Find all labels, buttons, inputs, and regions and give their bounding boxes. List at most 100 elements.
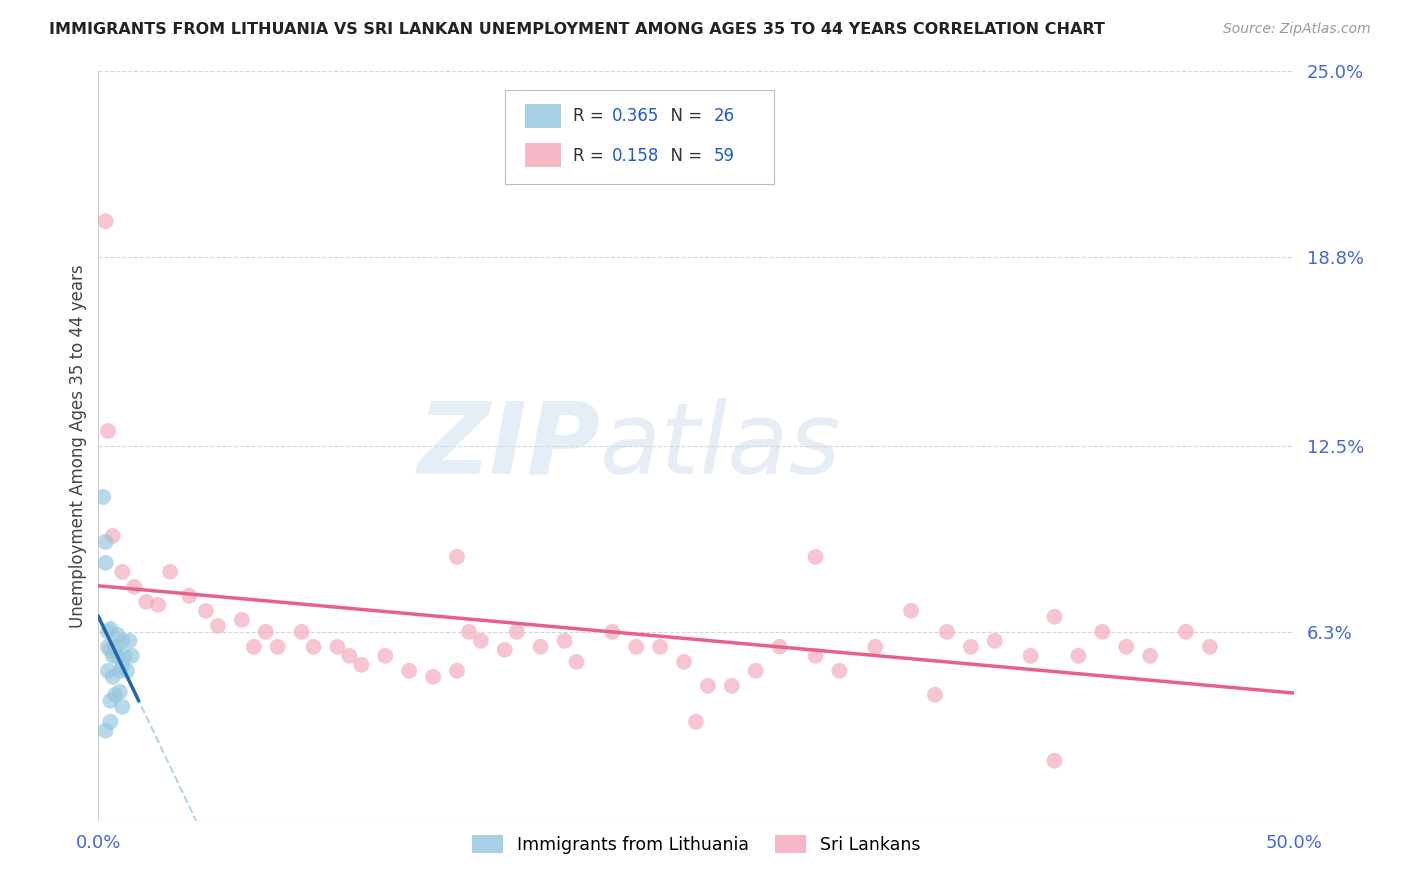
Point: [565, 655, 588, 669]
Point: [350, 657, 373, 672]
FancyBboxPatch shape: [524, 103, 561, 128]
Legend: Immigrants from Lithuania, Sri Lankans: Immigrants from Lithuania, Sri Lankans: [464, 828, 928, 861]
Point: [104, 640, 127, 654]
Point: [326, 640, 349, 654]
Point: [1067, 648, 1090, 663]
Point: [231, 613, 253, 627]
FancyBboxPatch shape: [524, 144, 561, 168]
Point: [721, 679, 744, 693]
Point: [1199, 640, 1222, 654]
Point: [148, 598, 170, 612]
FancyBboxPatch shape: [505, 90, 773, 184]
Point: [470, 633, 492, 648]
Point: [1139, 648, 1161, 663]
Point: [101, 648, 124, 663]
Point: [124, 580, 146, 594]
Text: R =: R =: [572, 107, 609, 125]
Point: [458, 624, 481, 639]
Point: [94, 723, 117, 738]
Point: [97, 624, 120, 639]
Point: [984, 633, 1007, 648]
Y-axis label: Unemployment Among Ages 35 to 44 years: Unemployment Among Ages 35 to 44 years: [69, 264, 87, 628]
Point: [195, 604, 218, 618]
Point: [98, 642, 122, 657]
Point: [530, 640, 553, 654]
Text: Source: ZipAtlas.com: Source: ZipAtlas.com: [1223, 22, 1371, 37]
Point: [98, 622, 122, 636]
Point: [1115, 640, 1137, 654]
Text: N =: N =: [661, 107, 707, 125]
Point: [446, 664, 468, 678]
Point: [924, 688, 946, 702]
Point: [108, 685, 131, 699]
Point: [828, 664, 851, 678]
Point: [446, 549, 468, 564]
Point: [243, 640, 266, 654]
Point: [107, 628, 129, 642]
Point: [960, 640, 983, 654]
Point: [267, 640, 290, 654]
Text: 26: 26: [714, 107, 735, 125]
Point: [101, 529, 124, 543]
Point: [179, 589, 201, 603]
Point: [114, 648, 136, 663]
Point: [97, 664, 120, 678]
Point: [673, 655, 696, 669]
Point: [900, 604, 922, 618]
Point: [254, 624, 277, 639]
Point: [115, 664, 138, 678]
Point: [697, 679, 720, 693]
Point: [506, 624, 529, 639]
Point: [1019, 648, 1042, 663]
Point: [626, 640, 648, 654]
Point: [159, 565, 181, 579]
Point: [804, 648, 827, 663]
Text: 0.365: 0.365: [613, 107, 659, 125]
Point: [804, 549, 827, 564]
Text: atlas: atlas: [600, 398, 842, 494]
Point: [108, 664, 131, 678]
Point: [118, 633, 141, 648]
Point: [135, 595, 157, 609]
Point: [768, 640, 790, 654]
Point: [745, 664, 768, 678]
Text: 59: 59: [714, 147, 735, 165]
Point: [398, 664, 420, 678]
Text: ZIP: ZIP: [418, 398, 600, 494]
Point: [94, 214, 117, 228]
Point: [291, 624, 314, 639]
Point: [602, 624, 624, 639]
Point: [1043, 754, 1066, 768]
Point: [98, 694, 122, 708]
Text: IMMIGRANTS FROM LITHUANIA VS SRI LANKAN UNEMPLOYMENT AMONG AGES 35 TO 44 YEARS C: IMMIGRANTS FROM LITHUANIA VS SRI LANKAN …: [49, 22, 1105, 37]
Point: [554, 633, 576, 648]
Point: [374, 648, 396, 663]
Point: [97, 424, 120, 438]
Point: [648, 640, 672, 654]
Point: [94, 535, 117, 549]
Point: [98, 714, 122, 729]
Point: [97, 640, 120, 654]
Text: N =: N =: [661, 147, 707, 165]
Point: [339, 648, 361, 663]
Point: [104, 688, 127, 702]
Point: [865, 640, 887, 654]
Point: [91, 490, 114, 504]
Point: [1175, 624, 1198, 639]
Point: [1091, 624, 1114, 639]
Point: [494, 642, 516, 657]
Point: [207, 619, 229, 633]
Point: [111, 657, 134, 672]
Point: [121, 648, 143, 663]
Point: [302, 640, 325, 654]
Point: [111, 633, 134, 648]
Point: [936, 624, 959, 639]
Text: R =: R =: [572, 147, 609, 165]
Point: [101, 670, 124, 684]
Text: 0.158: 0.158: [613, 147, 659, 165]
Point: [422, 670, 444, 684]
Point: [107, 648, 129, 663]
Point: [94, 556, 117, 570]
Point: [685, 714, 707, 729]
Point: [1043, 610, 1066, 624]
